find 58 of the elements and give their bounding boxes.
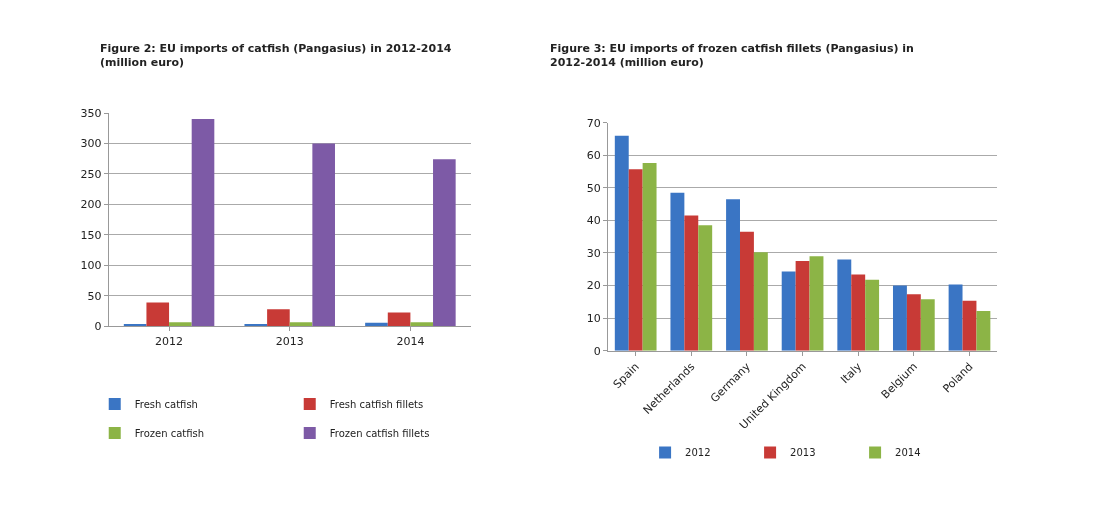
chart-title: Figure 3: EU imports of frozen catfish fillets (Pangasius) in 2012-2014 (million euro) — [550, 42, 914, 70]
bar — [267, 309, 290, 327]
y-tick-label: 250 — [80, 167, 102, 181]
y-tick-label: 100 — [80, 259, 102, 273]
y-tick-label: 350 — [80, 106, 102, 120]
legend-label: Frozen catfish fillets — [329, 428, 430, 439]
y-tick-label: 60 — [586, 149, 601, 163]
x-tick-label: 2014 — [396, 334, 425, 348]
y-tick-label: 20 — [586, 279, 601, 293]
legend-label: 2012 — [685, 447, 711, 459]
bar — [387, 312, 411, 327]
y-tick-label: 40 — [586, 214, 601, 228]
bar — [906, 294, 921, 351]
bar — [837, 259, 852, 351]
bar — [312, 143, 335, 327]
legend-label: 2014 — [895, 447, 921, 459]
y-tick-label: 300 — [80, 137, 102, 151]
bar — [753, 252, 768, 351]
bar — [739, 231, 754, 351]
bar — [289, 322, 313, 327]
x-tick-label: 2013 — [275, 334, 304, 348]
bar — [433, 159, 456, 327]
y-tick-label: 200 — [80, 198, 102, 212]
bar — [628, 169, 643, 351]
legend-label: Fresh catfish — [134, 398, 198, 410]
bar — [948, 284, 963, 351]
y-tick-label: 150 — [80, 228, 102, 242]
y-tick-label: 10 — [586, 311, 601, 325]
bar — [191, 119, 215, 327]
bar — [410, 322, 434, 327]
bar — [614, 135, 629, 351]
bar — [962, 300, 977, 351]
y-tick-label: 0 — [593, 344, 601, 358]
bar — [851, 274, 866, 351]
y-tick-label: 50 — [87, 289, 102, 303]
bar — [781, 271, 796, 351]
bar — [698, 225, 713, 351]
chart-title: Figure 2: EU imports of catfish (Pangasius) in 2012-2014 (million euro) — [100, 42, 452, 70]
legend-label: 2013 — [790, 447, 816, 459]
y-tick-label: 50 — [586, 181, 601, 195]
bar — [642, 163, 657, 351]
legend-label: Frozen catfish — [134, 428, 205, 439]
bar — [726, 199, 740, 351]
y-tick-label: 30 — [586, 246, 601, 260]
bar — [795, 261, 810, 351]
bar — [169, 322, 192, 327]
bar — [809, 256, 824, 351]
x-tick-label: 2012 — [155, 334, 184, 348]
bar — [976, 310, 991, 351]
legend-label: Fresh catfish fillets — [329, 398, 424, 410]
bar — [892, 285, 907, 351]
bar — [920, 299, 935, 351]
bar — [670, 192, 685, 351]
bar — [146, 302, 170, 327]
bar — [865, 279, 880, 351]
y-tick-label: 70 — [586, 116, 601, 130]
bar — [684, 215, 699, 351]
y-tick-label: 0 — [94, 320, 102, 334]
